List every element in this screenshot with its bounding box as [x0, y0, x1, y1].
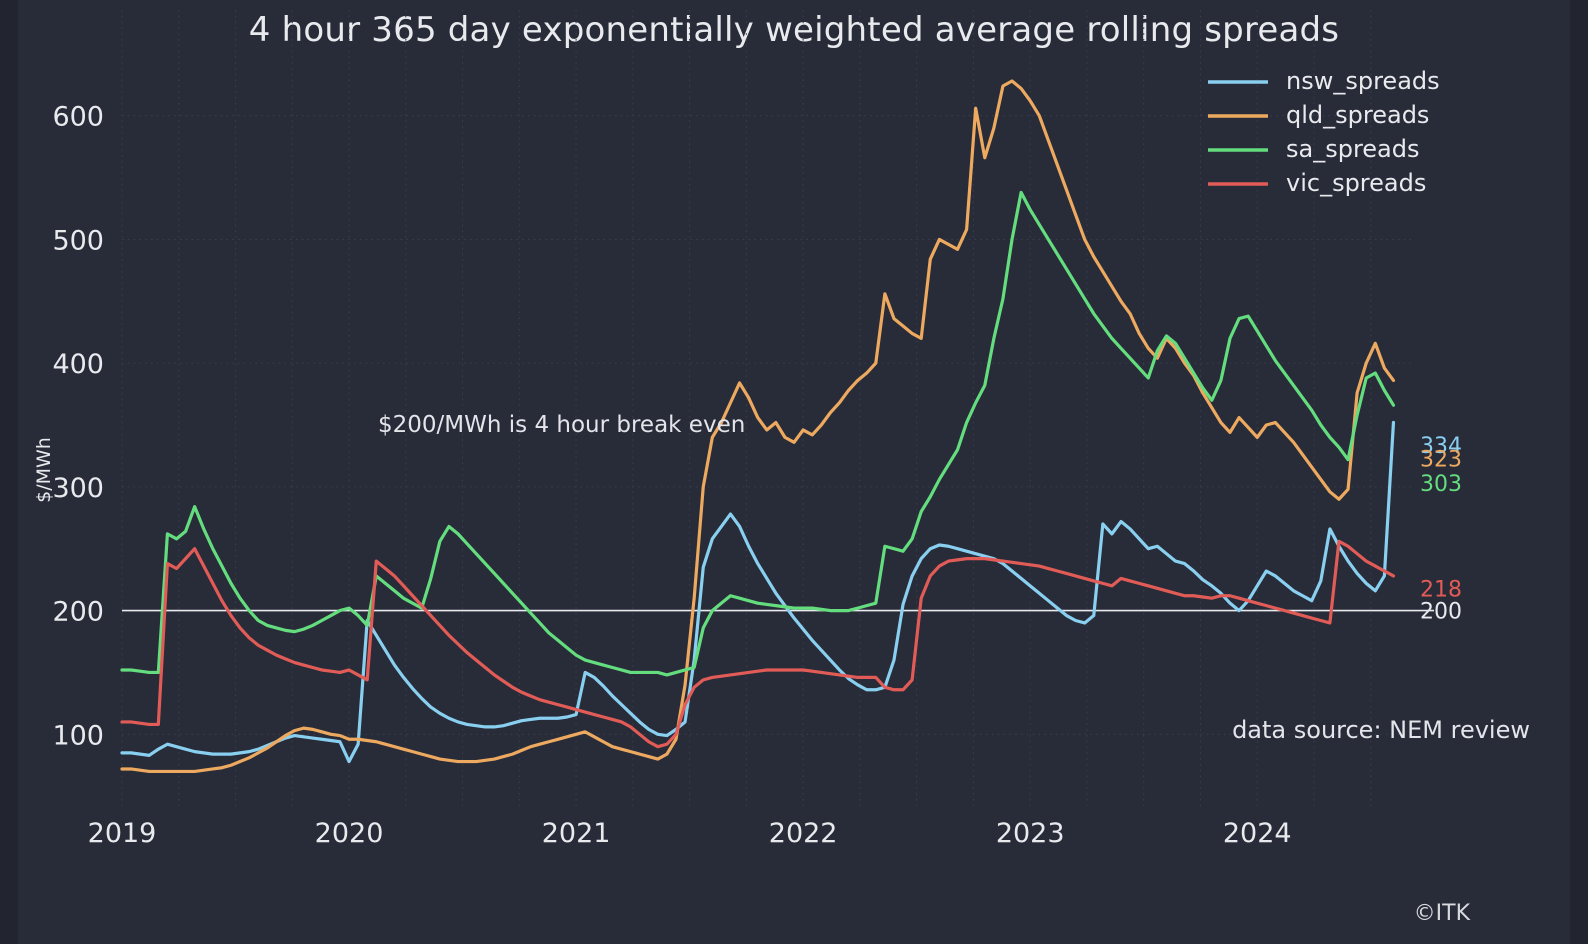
series-line-sa-spreads — [120, 190, 1396, 677]
series-line-nsw-spreads — [120, 420, 1396, 764]
end-label-vic-spreads: 218 — [1420, 577, 1462, 602]
chart-figure: 4 hour 365 day exponentially weighted av… — [18, 0, 1570, 944]
x-tick-label: 2024 — [1223, 818, 1292, 849]
x-tick-label: 2020 — [315, 818, 384, 849]
y-axis-title: $/MWh — [33, 437, 55, 503]
y-tick-label: 300 — [52, 473, 104, 504]
end-label-sa-spreads: 303 — [1420, 472, 1462, 497]
page-title: 4 hour 365 day exponentially weighted av… — [248, 10, 1340, 50]
end-label-nsw-spreads: 334 — [1420, 434, 1462, 459]
credit-mark: ©ITK — [1414, 901, 1471, 926]
y-tick-label: 200 — [52, 597, 104, 628]
legend-label-sa-spreads[interactable]: sa_spreads — [1286, 135, 1420, 163]
y-axis-ticks: 100 200 300 400 500 600 — [52, 102, 104, 752]
y-tick-label: 500 — [52, 225, 104, 256]
y-tick-label: 100 — [52, 720, 104, 751]
x-tick-label: 2022 — [769, 818, 838, 849]
end-label-qld-spreads: 323 — [1420, 447, 1462, 472]
y-tick-label: 400 — [52, 349, 104, 380]
page-background-left — [0, 0, 18, 944]
legend-label-qld-spreads[interactable]: qld_spreads — [1286, 101, 1429, 129]
series-line-qld-spreads — [120, 79, 1396, 774]
series-lines-group — [120, 79, 1396, 774]
chart-legend: nsw_spreads qld_spreads sa_spreads vic_spre… — [1208, 67, 1440, 197]
gridlines-group — [121, 10, 1414, 808]
legend-label-nsw-spreads[interactable]: nsw_spreads — [1286, 67, 1440, 95]
data-source-note: data source: NEM review — [1232, 716, 1530, 744]
x-tick-label: 2019 — [88, 818, 157, 849]
y-tick-label: 600 — [52, 102, 104, 133]
end-label-break-even: 200 — [1420, 600, 1462, 625]
page-background-right — [1570, 0, 1588, 944]
x-axis-ticks: 2019 2020 2021 2022 2023 2024 — [88, 818, 1292, 849]
series-line-vic-spreads — [120, 539, 1396, 749]
breakeven-annotation: $200/MWh is 4 hour break even — [378, 412, 745, 438]
x-tick-label: 2021 — [542, 818, 611, 849]
legend-label-vic-spreads[interactable]: vic_spreads — [1286, 169, 1426, 197]
x-tick-label: 2023 — [996, 818, 1065, 849]
